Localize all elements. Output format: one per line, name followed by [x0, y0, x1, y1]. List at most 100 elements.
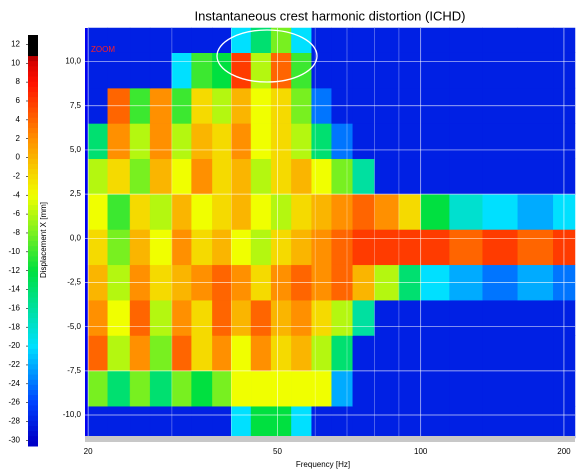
colorbar-segment [28, 40, 38, 46]
heatmap-cell [150, 53, 172, 88]
colorbar-segment [28, 374, 38, 380]
heatmap-cell [312, 229, 332, 264]
colorbar-tick-label: -22 [8, 360, 20, 369]
colorbar-segment [28, 138, 38, 144]
colorbar-segment [28, 61, 38, 67]
heatmap-cell [353, 28, 375, 53]
colorbar-segment [28, 122, 38, 128]
colorbar-segment [28, 328, 38, 334]
heatmap-cell [231, 159, 251, 194]
heatmap-cell [108, 229, 130, 264]
colorbar-segment [28, 395, 38, 401]
colorbar-tick-label: 6 [16, 96, 21, 105]
colorbar-segment [28, 379, 38, 385]
heatmap-cell [231, 336, 251, 371]
heatmap-cell [172, 53, 192, 88]
heatmap-cell [518, 28, 554, 53]
heatmap-cell [271, 159, 291, 194]
colorbar-segment [28, 220, 38, 226]
y-tick-label: 10,0 [65, 57, 81, 66]
heatmap-cell [399, 194, 421, 229]
colorbar-tick-label: 8 [16, 77, 21, 86]
heatmap-cell [212, 194, 231, 229]
colorbar-segment [28, 338, 38, 344]
colorbar-tick-label: -4 [13, 190, 21, 199]
colorbar-tick-label: -24 [8, 379, 20, 388]
heatmap-cell [332, 406, 353, 438]
heatmap-cell [251, 406, 271, 438]
heatmap-cell [251, 300, 271, 335]
heatmap-cell [399, 300, 421, 335]
heatmap-cell [251, 28, 271, 53]
colorbar-segment [28, 158, 38, 164]
colorbar-segment [28, 143, 38, 149]
heatmap-cell [375, 371, 399, 406]
colorbar-segment [28, 50, 38, 56]
heatmap-cell [291, 123, 311, 158]
heatmap-cell [353, 123, 375, 158]
heatmap-cell [192, 123, 213, 158]
colorbar-tick-label: 4 [16, 115, 21, 124]
y-tick-label: -10,0 [63, 410, 82, 419]
colorbar-segment [28, 282, 38, 288]
colorbar-segment [28, 189, 38, 195]
heatmap-cell [483, 229, 518, 264]
colorbar-tick-label: -16 [8, 303, 20, 312]
colorbar-segment [28, 251, 38, 257]
colorbar-segment [28, 133, 38, 139]
heatmap-cell [375, 53, 399, 88]
colorbar-segment [28, 246, 38, 252]
colorbar-segment [28, 97, 38, 103]
colorbar-segment [28, 117, 38, 123]
colorbar-segment [28, 194, 38, 200]
colorbar-segment [28, 45, 38, 51]
heatmap-cell [231, 300, 251, 335]
heatmap-cell [212, 300, 231, 335]
heatmap-cell [483, 300, 518, 335]
heatmap-cell [421, 406, 450, 438]
colorbar-segment [28, 225, 38, 231]
heatmap-cell [88, 371, 108, 406]
heatmap-cell [421, 300, 450, 335]
heatmap-cell [192, 28, 213, 53]
heatmap-cell [421, 371, 450, 406]
heatmap-cell [312, 406, 332, 438]
colorbar-segment [28, 169, 38, 175]
heatmap-cell [108, 300, 130, 335]
x-axis-label: Frequency [Hz] [296, 460, 350, 469]
colorbar-segment [28, 107, 38, 113]
heatmap-cell [231, 229, 251, 264]
colorbar-tick-label: 2 [16, 134, 21, 143]
heatmap-cell [212, 53, 231, 88]
heatmap-cell [271, 123, 291, 158]
heatmap-cell [172, 300, 192, 335]
heatmap-cell [375, 28, 399, 53]
heatmap-cell [130, 53, 150, 88]
heatmap-cell [212, 229, 231, 264]
colorbar-segment [28, 318, 38, 324]
heatmap-cell [450, 406, 483, 438]
heatmap-cell [450, 336, 483, 371]
colorbar-segment [28, 405, 38, 411]
heatmap-cell [399, 159, 421, 194]
heatmap-cell [108, 336, 130, 371]
heatmap-cell [192, 336, 213, 371]
heatmap-cell [130, 336, 150, 371]
heatmap-cell [150, 123, 172, 158]
heatmap-cell [108, 194, 130, 229]
colorbar-segment [28, 261, 38, 267]
heatmap-cell [150, 300, 172, 335]
colorbar-segment [28, 343, 38, 349]
heatmap-cell [192, 194, 213, 229]
heatmap-cell [150, 194, 172, 229]
heatmap-cell [88, 53, 108, 88]
colorbar-segment [28, 297, 38, 303]
colorbar-segment [28, 174, 38, 180]
heatmap-cell [291, 229, 311, 264]
heatmap-cell [332, 194, 353, 229]
heatmap-cell [312, 123, 332, 158]
heatmap-cell [353, 406, 375, 438]
heatmap-cell [150, 336, 172, 371]
heatmap-cell [483, 371, 518, 406]
